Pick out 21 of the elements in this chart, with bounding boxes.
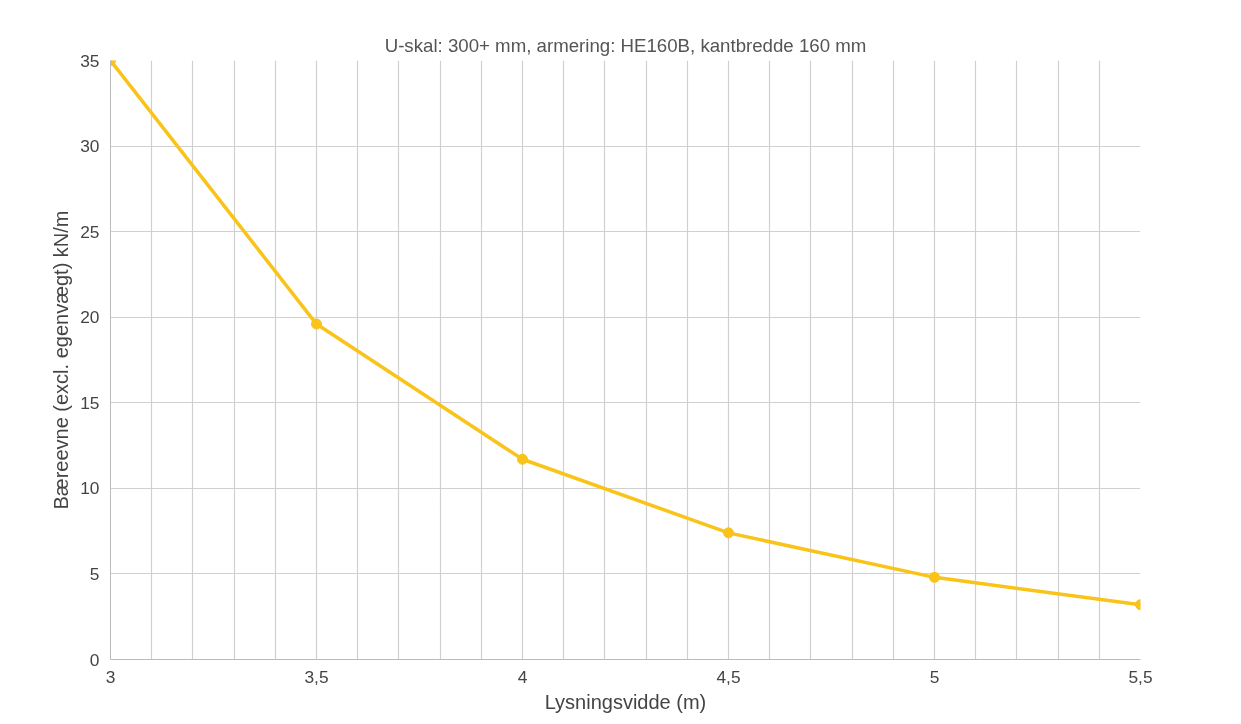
point — [929, 571, 940, 583]
y-tick-label: 0 — [89, 649, 100, 670]
x-tick-label: 3 — [105, 666, 116, 687]
x-axis-title: Lysningsvidde (m) — [544, 690, 707, 713]
x-tick-label: 4 — [517, 666, 528, 687]
y-tick-label: 30 — [80, 136, 100, 157]
y-axis-title: Bæreevne (excl. egenvægt) kN/m — [50, 210, 73, 510]
x-tick-label: 4,5 — [716, 666, 741, 687]
y-tick-label: 15 — [80, 392, 100, 413]
y-tick-label: 5 — [89, 563, 100, 584]
x-tick-label: 3,5 — [304, 666, 329, 687]
point — [517, 453, 528, 465]
y-tick-label: 20 — [80, 307, 100, 328]
y-tick-label: 25 — [80, 221, 100, 242]
point — [723, 527, 734, 539]
y-tick-label: 35 — [80, 50, 100, 71]
point — [311, 318, 322, 330]
y-tick-label: 10 — [80, 478, 100, 499]
x-tick-label: 5 — [929, 666, 940, 687]
chart-title: U-skal: 300+ mm, armering: HE160B, kantbredde 160 mm — [384, 34, 867, 56]
x-tick-label: 5,5 — [1128, 666, 1153, 687]
